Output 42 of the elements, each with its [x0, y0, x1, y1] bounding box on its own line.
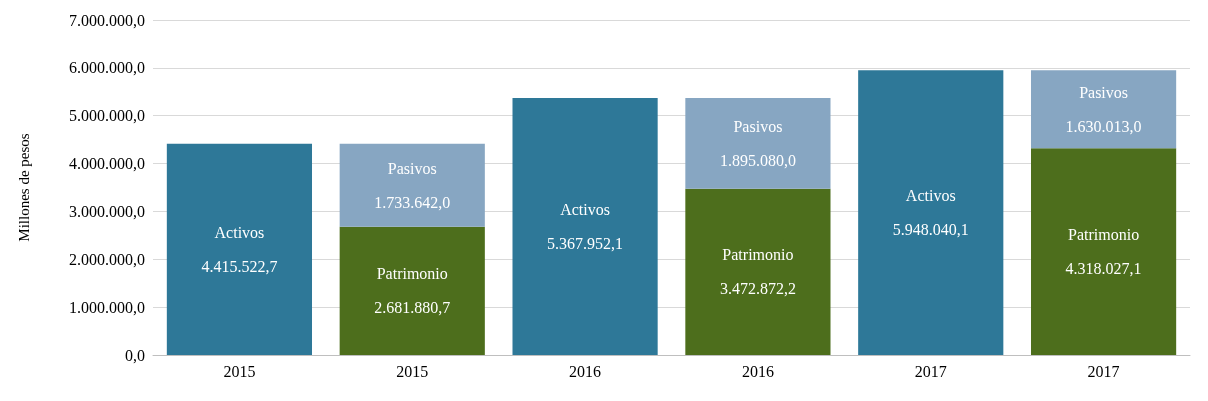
- series-label: Pasivos: [1079, 83, 1129, 101]
- text: Patrimonio: [376, 265, 448, 283]
- series-label: Patrimonio: [722, 246, 794, 264]
- x-tick-label: 2015: [223, 362, 256, 380]
- bar: [1030, 148, 1177, 355]
- text: Activos: [905, 187, 956, 205]
- data-label: 1.895.080,0: [719, 151, 796, 169]
- bar: [685, 98, 831, 189]
- y-tick-label: 7.000.000,0: [69, 11, 145, 29]
- bar: [685, 188, 831, 355]
- y-axis-title: Millones de pesos: [15, 133, 32, 242]
- x-tick-label: 2017: [914, 362, 947, 380]
- y-tick-label: 4.000.000,0: [69, 155, 145, 173]
- x-tick-label: 2016: [741, 362, 774, 380]
- data-label: 1.630.013,0: [1065, 117, 1142, 135]
- series-label: Activos: [560, 201, 610, 219]
- text: Pasivos: [387, 159, 437, 177]
- y-tick-label: 1.000.000,0: [69, 298, 145, 316]
- data-label: 3.472.872,2: [719, 280, 796, 298]
- y-tick-label: 3.000.000,0: [69, 202, 145, 220]
- data-label: 2.681.880,7: [374, 299, 451, 317]
- data-label: 4.318.027,1: [1065, 260, 1142, 278]
- bar: [339, 143, 485, 227]
- text: Pasivos: [733, 117, 783, 135]
- x-tick-label: 2016: [569, 362, 602, 380]
- text: Activos: [214, 223, 265, 241]
- y-tick-label: 5.000.000,0: [69, 107, 145, 125]
- bar: [1030, 70, 1177, 149]
- text: Patrimonio: [1068, 226, 1140, 244]
- data-label: 5.367.952,1: [547, 235, 624, 253]
- bar: [166, 143, 313, 355]
- bar: [339, 226, 485, 355]
- y-tick-label: 2.000.000,0: [69, 250, 145, 268]
- x-tick-label: 2015: [396, 362, 429, 380]
- bar: [858, 70, 1004, 355]
- y-tick-label: 0,0: [125, 346, 145, 364]
- y-tick-label: 6.000.000,0: [69, 59, 145, 77]
- x-tick-label: 2017: [1087, 362, 1120, 380]
- data-label: 1.733.642,0: [374, 193, 451, 211]
- data-label: 4.415.522,7: [201, 257, 278, 275]
- bar: [512, 98, 658, 355]
- data-label: 5.948.040,1: [892, 221, 969, 239]
